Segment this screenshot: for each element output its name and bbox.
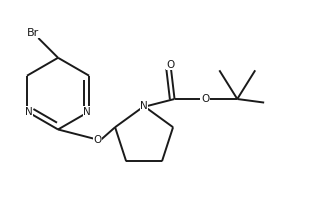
Text: Br: Br (27, 28, 39, 38)
Text: N: N (140, 101, 148, 111)
Text: O: O (201, 94, 209, 104)
Text: O: O (93, 135, 102, 145)
Text: N: N (25, 107, 33, 117)
Text: O: O (167, 60, 175, 70)
Text: N: N (83, 107, 91, 117)
